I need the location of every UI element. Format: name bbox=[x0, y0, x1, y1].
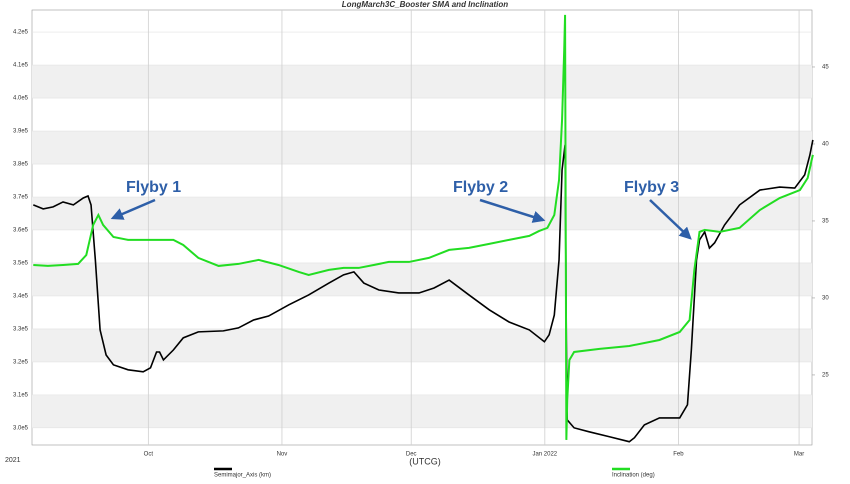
y2-tick-label: 30 bbox=[822, 296, 829, 302]
y-tick-label: 3.0e5 bbox=[13, 425, 29, 431]
series-line bbox=[33, 14, 814, 440]
grid-band bbox=[32, 65, 812, 99]
x-tick-label: Dec bbox=[406, 452, 417, 458]
y-tick-label: 4.0e5 bbox=[13, 96, 29, 102]
x-tick-label: Oct bbox=[144, 452, 154, 458]
legend-label: Inclination (deg) bbox=[612, 473, 655, 479]
labels: 3.0e5 3.1e5 3.2e5 3.3e5 3.4e5 3.5e5 3.6e5 3.7e5… bbox=[13, 30, 829, 479]
y-tick-label: 3.8e5 bbox=[13, 162, 29, 168]
annotation-arrow bbox=[649, 199, 692, 240]
annotation: Flyby 1 bbox=[126, 179, 181, 196]
annotation-arrow bbox=[110, 198, 156, 220]
grid-band bbox=[32, 131, 812, 165]
y-tick-label: 3.3e5 bbox=[13, 326, 29, 332]
y-tick-label: 3.7e5 bbox=[13, 195, 29, 201]
y-tick-label: 4.1e5 bbox=[13, 63, 29, 69]
y-tick-label: 3.4e5 bbox=[13, 294, 29, 300]
y-tick-label: 3.2e5 bbox=[13, 359, 29, 365]
y2-tick-label: 45 bbox=[822, 65, 829, 71]
x-tick-label: Jan 2022 bbox=[532, 452, 557, 458]
series-lines bbox=[32, 14, 814, 443]
chart-title: LongMarch3C_Booster SMA and Inclination bbox=[342, 0, 508, 9]
grid-band bbox=[32, 262, 812, 296]
grid-bands bbox=[32, 65, 812, 428]
y2-tick-label: 35 bbox=[822, 219, 829, 225]
grid-band bbox=[32, 394, 812, 428]
x-tick-label: Nov bbox=[277, 452, 288, 458]
y-tick-label: 3.9e5 bbox=[13, 129, 29, 135]
y2-tick-label: 40 bbox=[822, 142, 829, 148]
y-tick-label: 3.1e5 bbox=[13, 392, 29, 398]
y-tick-label: 3.5e5 bbox=[13, 261, 29, 267]
grid-band bbox=[32, 328, 812, 362]
legend-label: Semimajor_Axis (km) bbox=[214, 473, 271, 479]
annotation: Flyby 2 bbox=[453, 179, 508, 196]
year-label: 2021 bbox=[5, 457, 21, 464]
y2-tick-label: 25 bbox=[822, 373, 829, 379]
annotation-arrow bbox=[479, 198, 546, 223]
grid-band bbox=[32, 196, 812, 230]
x-tick-label: Feb bbox=[673, 452, 684, 458]
x-tick-label: Mar bbox=[794, 452, 804, 458]
annotation: Flyby 3 bbox=[624, 179, 679, 196]
y-tick-label: 4.2e5 bbox=[13, 30, 29, 36]
y-tick-label: 3.6e5 bbox=[13, 228, 29, 234]
x-axis-label: (UTCG) bbox=[409, 456, 441, 466]
